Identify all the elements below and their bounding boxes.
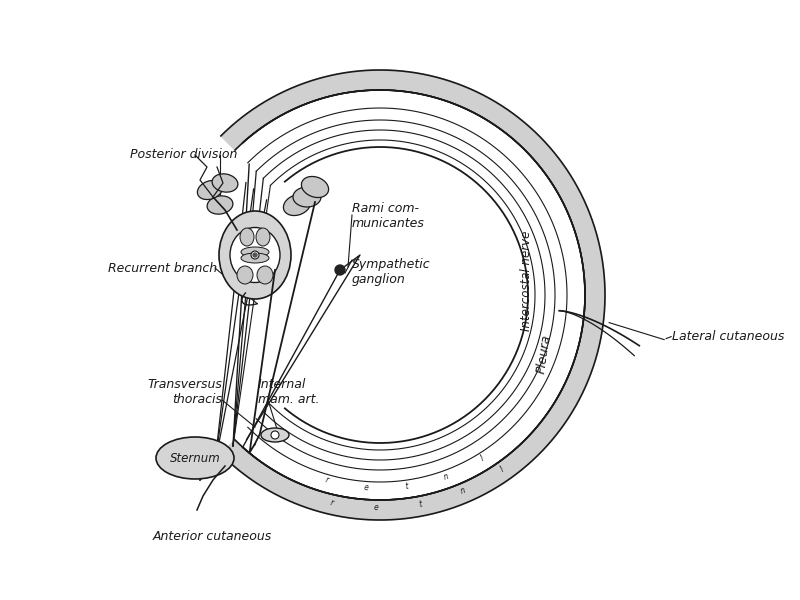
Ellipse shape	[241, 253, 269, 263]
Ellipse shape	[257, 266, 273, 284]
Circle shape	[251, 251, 259, 259]
Text: t: t	[405, 481, 409, 491]
Ellipse shape	[261, 428, 289, 442]
Text: Pleura: Pleura	[534, 334, 553, 375]
Text: Intercostal nerve: Intercostal nerve	[520, 230, 533, 331]
Text: I: I	[479, 454, 486, 463]
Text: Internal
mam. art.: Internal mam. art.	[258, 378, 319, 406]
Text: Sympathetic
ganglion: Sympathetic ganglion	[352, 258, 430, 286]
Text: Posterior division: Posterior division	[130, 148, 238, 161]
Ellipse shape	[207, 196, 233, 214]
Text: n: n	[459, 486, 467, 496]
Ellipse shape	[302, 176, 329, 197]
Text: e: e	[374, 503, 378, 512]
Text: t: t	[418, 499, 423, 509]
Text: Sternum: Sternum	[170, 451, 220, 464]
Ellipse shape	[237, 266, 253, 284]
Ellipse shape	[293, 187, 321, 207]
Ellipse shape	[219, 211, 291, 299]
Ellipse shape	[156, 437, 234, 479]
Circle shape	[253, 253, 257, 257]
Ellipse shape	[240, 228, 254, 246]
Text: I: I	[498, 465, 506, 474]
Ellipse shape	[241, 247, 269, 257]
Text: Lateral cutaneous: Lateral cutaneous	[672, 330, 785, 343]
Polygon shape	[243, 90, 585, 500]
Text: Transversus
thoracis: Transversus thoracis	[147, 378, 222, 406]
Ellipse shape	[230, 227, 280, 283]
Text: Rami com-
municantes: Rami com- municantes	[352, 202, 425, 230]
Text: r: r	[330, 498, 334, 507]
Ellipse shape	[212, 174, 238, 192]
Circle shape	[335, 265, 345, 275]
Ellipse shape	[256, 228, 270, 246]
Text: r: r	[324, 476, 330, 485]
Ellipse shape	[198, 181, 222, 200]
Polygon shape	[221, 70, 605, 520]
Circle shape	[271, 431, 279, 439]
Text: Anterior cutaneous: Anterior cutaneous	[152, 530, 272, 543]
Text: n: n	[442, 471, 450, 481]
Ellipse shape	[283, 194, 310, 215]
Text: e: e	[364, 483, 370, 492]
Text: Recurrent branch: Recurrent branch	[108, 262, 217, 275]
